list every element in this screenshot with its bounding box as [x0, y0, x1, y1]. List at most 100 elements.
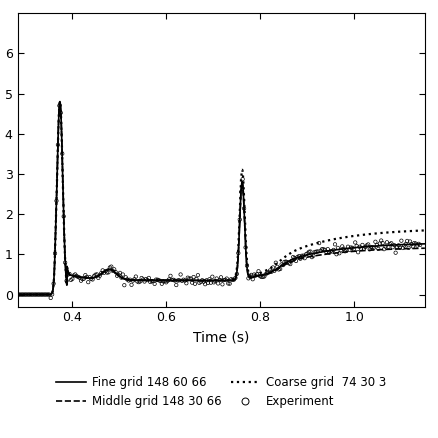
Legend: Fine grid 148 60 66, Middle grid 148 30 66, Coarse grid  74 30 3, Experiment: Fine grid 148 60 66, Middle grid 148 30 …: [51, 371, 391, 413]
Point: [67, 276, 74, 283]
Point: [32, 291, 39, 298]
Point: [316, 240, 323, 247]
Point: [203, 277, 210, 284]
Point: [388, 240, 395, 247]
Point: [85, 279, 92, 286]
Point: [379, 240, 386, 247]
Point: [42, 291, 49, 298]
Point: [144, 276, 151, 283]
Point: [255, 268, 262, 275]
Point: [306, 248, 313, 255]
Point: [269, 264, 276, 271]
Point: [127, 276, 134, 283]
Point: [304, 250, 311, 257]
Point: [173, 282, 180, 289]
Point: [113, 272, 120, 279]
Point: [323, 248, 330, 255]
Point: [81, 275, 88, 282]
Point: [392, 249, 399, 256]
Point: [102, 268, 109, 275]
Point: [54, 141, 61, 148]
Point: [196, 279, 203, 286]
Point: [381, 246, 388, 253]
Point: [238, 188, 245, 195]
Point: [73, 272, 80, 279]
Point: [181, 277, 188, 284]
Point: [86, 274, 93, 281]
Point: [242, 244, 249, 251]
Point: [245, 275, 252, 282]
Point: [162, 279, 170, 286]
Point: [121, 282, 128, 289]
Point: [164, 277, 171, 284]
Point: [410, 243, 417, 250]
Point: [177, 271, 184, 278]
Point: [386, 240, 393, 247]
Point: [117, 269, 124, 276]
Point: [244, 262, 251, 269]
Point: [328, 248, 336, 255]
Point: [352, 239, 359, 246]
Point: [17, 291, 24, 298]
Point: [395, 242, 402, 249]
Point: [275, 266, 282, 273]
X-axis label: Time (s): Time (s): [193, 330, 249, 344]
Point: [382, 243, 389, 250]
Point: [408, 241, 415, 248]
Point: [369, 244, 376, 251]
Point: [122, 274, 129, 281]
Point: [248, 272, 255, 279]
Point: [109, 267, 116, 274]
Point: [105, 269, 112, 276]
Point: [376, 240, 383, 247]
Point: [278, 261, 285, 268]
Point: [349, 244, 356, 251]
Point: [271, 267, 278, 274]
Point: [233, 270, 240, 277]
Point: [118, 274, 125, 281]
Point: [293, 258, 300, 265]
Point: [355, 249, 362, 256]
Point: [208, 279, 215, 286]
Point: [197, 278, 204, 285]
Point: [88, 276, 95, 283]
Point: [21, 291, 28, 298]
Point: [151, 280, 158, 287]
Point: [166, 276, 173, 283]
Point: [406, 238, 413, 245]
Point: [294, 254, 301, 261]
Point: [205, 279, 212, 286]
Point: [353, 243, 360, 250]
Point: [373, 241, 380, 248]
Point: [336, 250, 343, 257]
Point: [20, 291, 27, 298]
Point: [347, 244, 354, 251]
Point: [148, 278, 155, 285]
Point: [183, 280, 190, 287]
Point: [415, 240, 422, 247]
Point: [360, 245, 367, 252]
Point: [40, 291, 47, 298]
Point: [230, 276, 237, 283]
Point: [141, 278, 148, 285]
Point: [356, 243, 363, 250]
Point: [396, 244, 403, 251]
Point: [226, 280, 233, 287]
Point: [345, 243, 352, 250]
Point: [326, 249, 333, 256]
Point: [265, 269, 272, 276]
Point: [313, 248, 320, 255]
Point: [145, 275, 152, 282]
Point: [130, 277, 137, 284]
Point: [180, 276, 187, 283]
Point: [235, 250, 242, 257]
Point: [201, 281, 208, 288]
Point: [216, 276, 223, 283]
Point: [57, 110, 64, 117]
Point: [169, 276, 176, 283]
Point: [189, 279, 196, 286]
Point: [155, 277, 162, 284]
Point: [264, 269, 271, 276]
Point: [78, 277, 85, 284]
Point: [342, 248, 349, 255]
